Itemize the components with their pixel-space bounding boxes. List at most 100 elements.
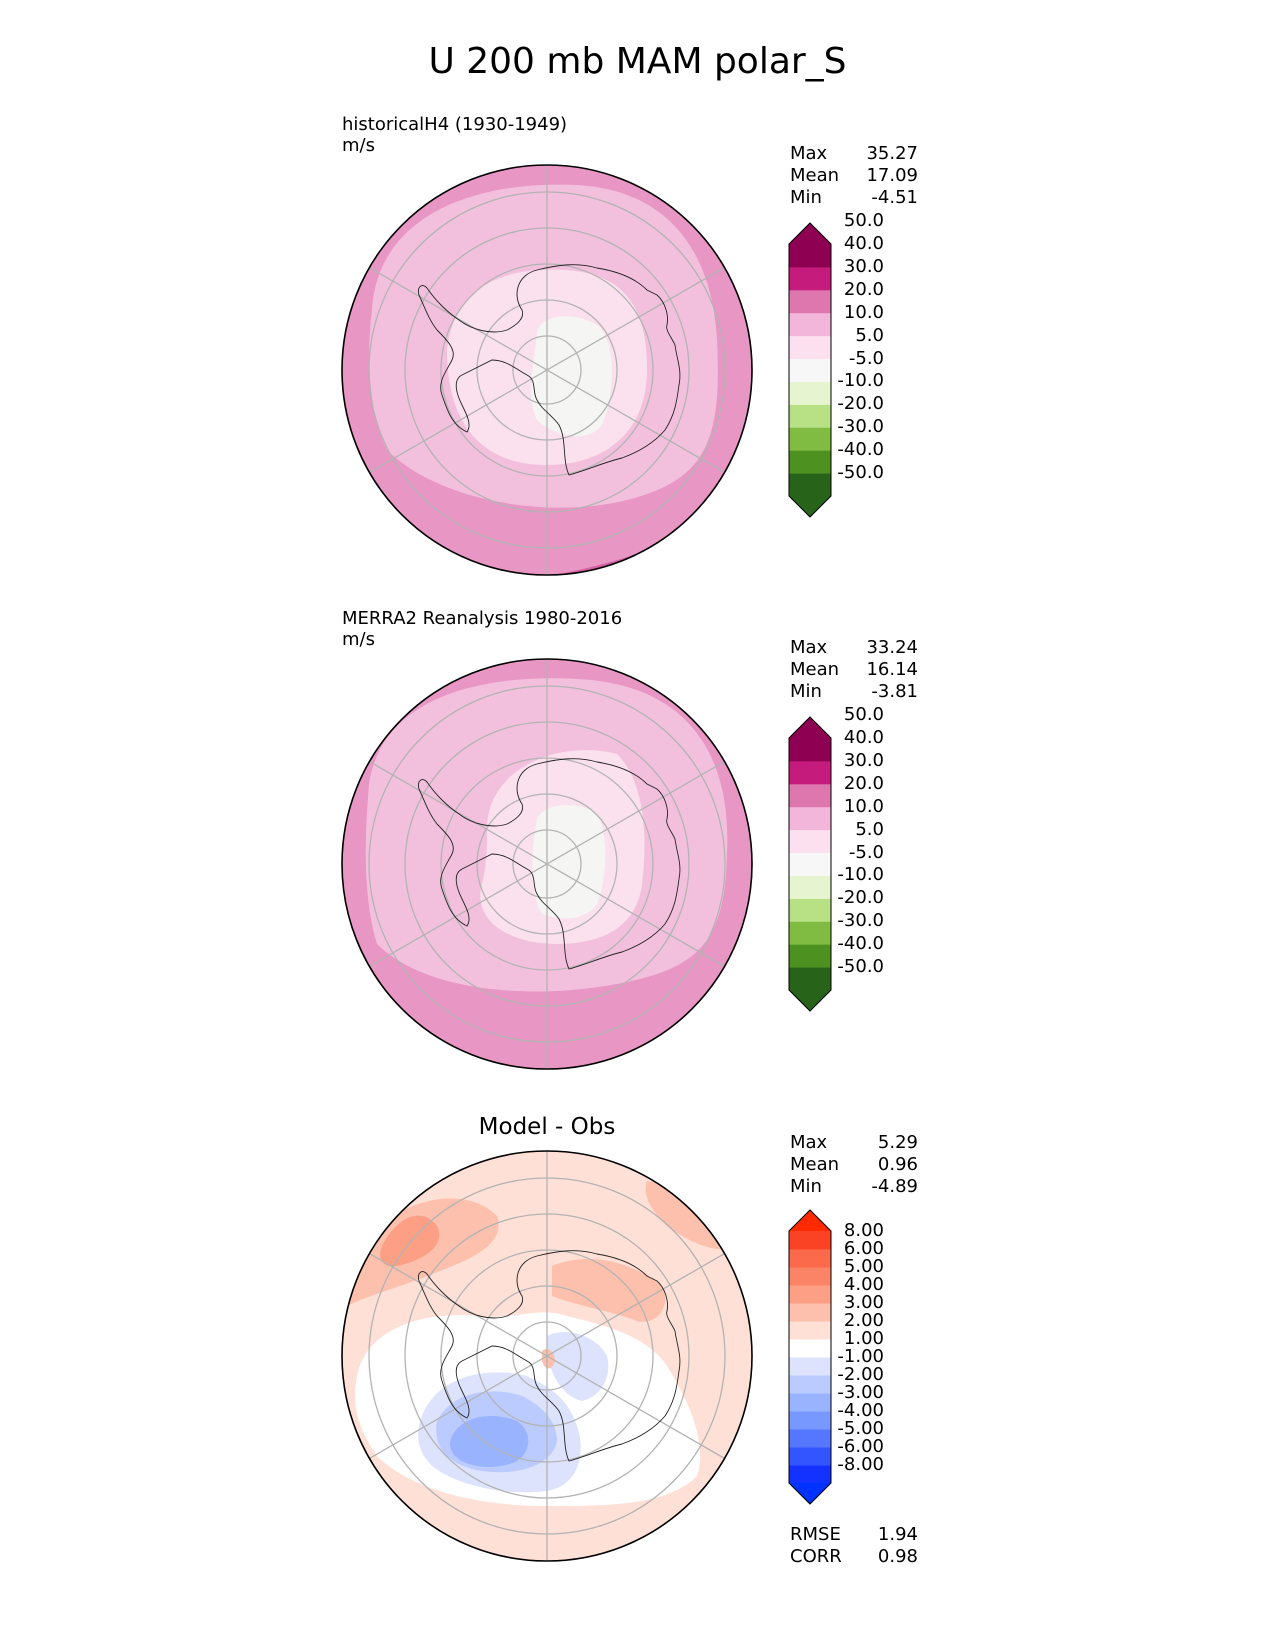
test-graticule [364, 165, 730, 575]
diff-field-band-pos3-nw [380, 1215, 440, 1267]
colorbar-tick-label: 2.00 [843, 1310, 884, 1331]
ref-field-band-0 [532, 804, 606, 919]
corr-value: 0.98 [877, 1546, 918, 1567]
colorbar-segment [789, 829, 831, 854]
test-map-boundary [341, 164, 753, 576]
colorbar-tick-label: -10.0 [837, 864, 884, 886]
stat-min-label: Min [790, 187, 822, 208]
diff-colorbar-labels: -8.00 -6.00 -5.00 -4.00 -3.00 -2.00 -1.00 1.00 2… [832, 1209, 884, 1505]
colorbar-segment [789, 312, 831, 337]
colorbar-outline [788, 1209, 832, 1505]
colorbar-segment [789, 1231, 831, 1250]
colorbar-segment [789, 738, 831, 762]
colorbar-segment [789, 1303, 831, 1322]
colorbar-segment [789, 381, 831, 405]
diff-metrics: RMSE 1.94 CORR 0.98 [790, 1524, 918, 1568]
colorbar-segment [789, 289, 831, 314]
colorbar-segment [789, 1285, 831, 1304]
test-colorbar [788, 222, 832, 518]
figure-title: U 200 mb MAM polar_S [428, 41, 847, 82]
stat-max-label: Max [790, 143, 828, 164]
ref-panel-title: MERRA2 Reanalysis 1980-2016 [342, 608, 623, 629]
stat-max-value: 33.24 [866, 637, 918, 658]
diff-field-band-pos2-e [552, 1258, 666, 1322]
colorbar-segment [789, 1321, 831, 1340]
stat-min-value: -4.89 [871, 1176, 918, 1197]
colorbar-tick-label: -6.00 [837, 1436, 884, 1457]
colorbar-tick-label: -40.0 [837, 439, 884, 461]
colorbar-segment [789, 358, 831, 382]
stat-min-label: Min [790, 681, 822, 702]
colorbar-segment [789, 1465, 831, 1484]
colorbar-tick-label: -5.00 [837, 1418, 884, 1439]
colorbar-extend-max [789, 223, 831, 244]
colorbar-tick-label: 50.0 [843, 704, 884, 726]
colorbar-tick-label: 8.00 [843, 1220, 884, 1241]
colorbar-tick-label: 5.00 [843, 1256, 884, 1277]
colorbar-tick-label: -2.00 [837, 1364, 884, 1385]
colorbar-tick-label: 40.0 [843, 233, 884, 254]
colorbar-segment [789, 921, 831, 945]
colorbar-segment [789, 1375, 831, 1394]
stat-max-label: Max [790, 637, 828, 658]
stat-max-value: 35.27 [866, 143, 918, 164]
colorbar-tick-label: 10.0 [843, 795, 884, 817]
colorbar-tick-label: -5.0 [848, 841, 884, 863]
colorbar-tick-label: 40.0 [843, 727, 884, 748]
colorbar-segment [789, 1411, 831, 1430]
colorbar-extend-max [789, 1210, 831, 1231]
colorbar-segment [789, 898, 831, 922]
stat-mean-value: 0.96 [877, 1154, 918, 1175]
stat-max-label: Max [790, 1132, 828, 1153]
colorbar-tick-label: -50.0 [837, 462, 884, 484]
ref-colorbar [788, 716, 832, 1012]
colorbar-extend-min [789, 1483, 831, 1504]
colorbar-tick-label: -5.0 [848, 347, 884, 369]
colorbar-segment [789, 335, 831, 360]
colorbar-segment [789, 427, 831, 451]
colorbar-segment [789, 852, 831, 876]
colorbar-tick-label: 3.00 [843, 1292, 884, 1313]
stat-mean-label: Mean [790, 1154, 840, 1175]
ref-stats: Max 33.24 Mean 16.14 Min -3.81 [790, 637, 918, 703]
colorbar-tick-label: -3.00 [837, 1382, 884, 1403]
colorbar-segment [789, 1393, 831, 1412]
colorbar-tick-label: -4.00 [837, 1400, 884, 1421]
diff-colorbar [788, 1209, 832, 1505]
colorbar-segment [789, 1339, 831, 1358]
diff-field-band-neg1-center [547, 1332, 609, 1401]
colorbar-tick-label: -30.0 [837, 910, 884, 932]
stat-min-value: -4.51 [871, 187, 918, 208]
colorbar-segment [789, 244, 831, 268]
colorbar-tick-label: -20.0 [837, 887, 884, 909]
colorbar-tick-label: 5.0 [855, 818, 884, 840]
stat-mean-label: Mean [790, 165, 840, 186]
colorbar-segment [789, 404, 831, 428]
colorbar-segment [789, 783, 831, 808]
ref-graticule [364, 659, 730, 1069]
stat-mean-label: Mean [790, 659, 840, 680]
colorbar-tick-label: -50.0 [837, 956, 884, 978]
colorbar-segment [789, 1429, 831, 1448]
colorbar-segment [789, 944, 831, 968]
colorbar-tick-label: -20.0 [837, 393, 884, 415]
colorbar-segment [789, 1447, 831, 1466]
colorbar-segment [789, 450, 831, 474]
colorbar-extend-max [789, 717, 831, 738]
colorbar-tick-label: -10.0 [837, 370, 884, 392]
ref-map-boundary [341, 658, 753, 1070]
colorbar-tick-label: 30.0 [843, 255, 884, 277]
colorbar-segment [789, 1357, 831, 1376]
stat-mean-value: 16.14 [866, 659, 918, 680]
colorbar-tick-label: 20.0 [843, 278, 884, 300]
colorbar-segment [789, 967, 831, 991]
test-map [341, 164, 753, 576]
stat-mean-value: 17.09 [866, 165, 918, 186]
ref-colorbar-labels: -50.0 -40.0 -30.0 -20.0 -10.0 -5.0 5.0 10.0 20.0… [832, 706, 884, 1012]
test-panel-title: historicalH4 (1930-1949) [342, 114, 568, 135]
colorbar-segment [789, 760, 831, 785]
diff-coastline [418, 1250, 681, 1462]
stat-min-label: Min [790, 1176, 822, 1197]
colorbar-segment [789, 266, 831, 291]
colorbar-segment [789, 1249, 831, 1268]
